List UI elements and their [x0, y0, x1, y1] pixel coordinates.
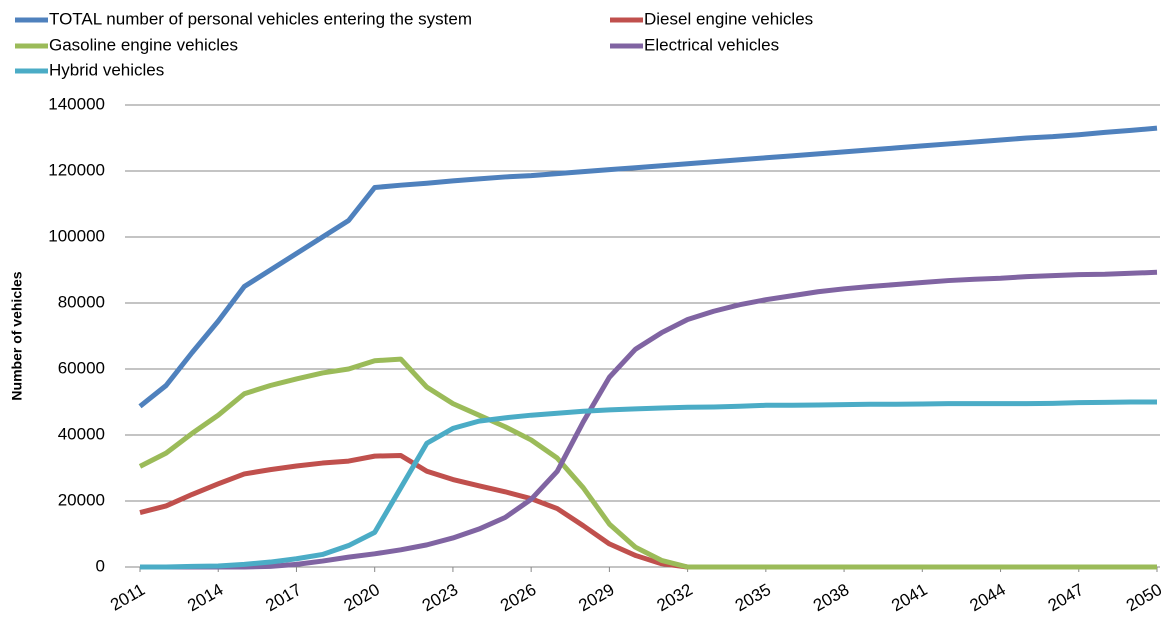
y-tick-label: 140000	[48, 94, 105, 113]
series-line	[139, 452, 1157, 570]
x-tick-label: 2023	[419, 580, 461, 615]
y-tick-label: 0	[96, 556, 105, 575]
series-line	[138, 125, 1158, 409]
x-tick-label: 2029	[575, 580, 617, 615]
series-line	[140, 399, 1157, 570]
y-tick-label: 80000	[58, 292, 105, 311]
x-tick-label: 2044	[967, 580, 1009, 615]
y-tick-label: 60000	[58, 358, 105, 377]
y-tick-label: 120000	[48, 160, 105, 179]
series-line	[138, 356, 1157, 570]
y-tick-label: 40000	[58, 424, 105, 443]
y-axis-label: Number of vehicles	[9, 271, 25, 400]
legend-label: Hybrid vehicles	[49, 60, 164, 79]
x-tick-label: 2035	[732, 580, 774, 615]
x-tick-label: 2014	[184, 580, 226, 615]
y-tick-label: 20000	[58, 490, 105, 509]
series-line	[140, 269, 1158, 570]
x-tick-label: 2026	[497, 580, 539, 615]
legend-label: Gasoline engine vehicles	[49, 35, 238, 54]
x-tick-label: 2047	[1045, 580, 1087, 615]
legend-label: Diesel engine vehicles	[644, 9, 813, 28]
y-tick-label: 100000	[48, 226, 105, 245]
legend-label: Electrical vehicles	[644, 35, 779, 54]
x-tick-label: 2038	[810, 580, 852, 615]
x-tick-label: 2050	[1123, 580, 1165, 615]
x-tick-label: 2017	[262, 580, 304, 615]
legend-label: TOTAL number of personal vehicles enteri…	[49, 9, 472, 28]
x-tick-label: 2020	[341, 580, 383, 615]
x-tick-label: 2032	[654, 580, 696, 615]
x-tick-label: 2041	[888, 580, 930, 615]
x-tick-label: 2011	[107, 580, 148, 615]
